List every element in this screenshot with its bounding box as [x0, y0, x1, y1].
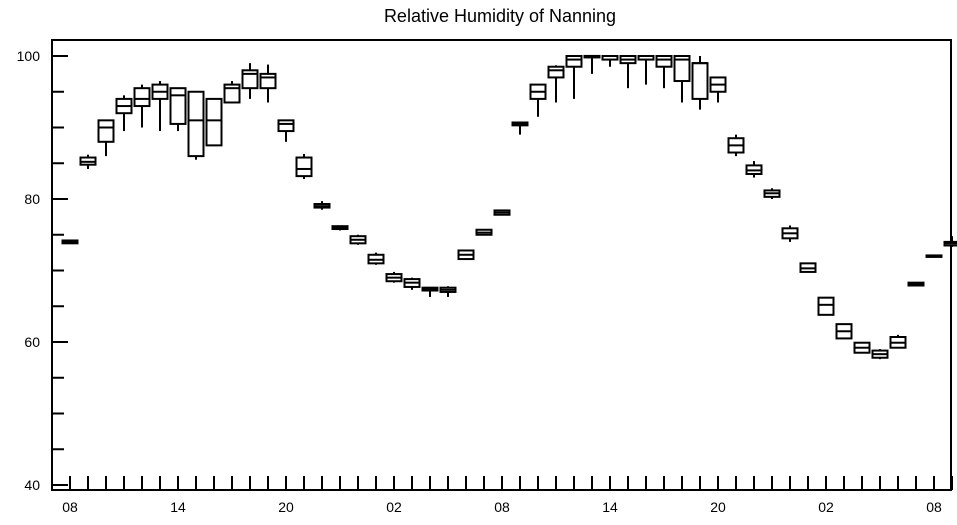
x-tick-label: 02 [386, 499, 402, 515]
box-29 [585, 56, 600, 74]
box-39 [765, 188, 780, 199]
box-body [99, 120, 114, 141]
box-30 [603, 56, 618, 67]
box-6 [171, 88, 186, 131]
box-body [819, 298, 834, 315]
box-body [693, 63, 708, 99]
box-body [279, 120, 294, 131]
box-43 [837, 324, 852, 338]
box-37 [729, 135, 744, 156]
box-44 [855, 342, 870, 353]
x-tick-label: 08 [926, 499, 942, 515]
box-26 [531, 85, 546, 117]
box-24 [495, 210, 510, 214]
box-17 [369, 253, 384, 265]
x-tick-label: 08 [62, 499, 78, 515]
x-tick-label: 20 [278, 499, 294, 515]
box-47 [909, 283, 924, 286]
box-body [135, 88, 150, 106]
box-body [549, 67, 564, 78]
y-axis: 40 60 80 100 [17, 48, 68, 493]
box-45 [873, 349, 888, 359]
box-7 [189, 92, 204, 160]
box-36 [711, 77, 726, 102]
box-11 [261, 65, 276, 103]
box-9 [225, 81, 240, 102]
box-41 [801, 263, 816, 272]
box-33 [657, 56, 672, 88]
box-16 [351, 235, 366, 245]
y-tick-label: 80 [24, 191, 40, 207]
box-32 [639, 56, 654, 85]
box-13 [297, 154, 312, 179]
y-tick-label: 100 [17, 48, 41, 64]
box-0 [63, 240, 78, 243]
box-10 [243, 63, 258, 99]
box-38 [747, 161, 762, 177]
box-34 [675, 56, 690, 102]
box-46 [891, 335, 906, 348]
box-5 [153, 81, 168, 131]
box-1 [81, 155, 96, 169]
box-20 [423, 287, 438, 297]
box-31 [621, 56, 636, 88]
x-tick-label: 20 [710, 499, 726, 515]
box-22 [459, 250, 474, 259]
box-18 [387, 272, 402, 283]
box-body [207, 99, 222, 145]
box-4 [135, 85, 150, 128]
box-14 [315, 201, 330, 210]
y-tick-label: 40 [24, 477, 40, 493]
box-body [261, 74, 276, 88]
x-tick-label: 14 [170, 499, 186, 515]
box-12 [279, 120, 294, 141]
y-tick-label: 60 [24, 334, 40, 350]
box-3 [117, 95, 132, 131]
box-15 [333, 225, 348, 230]
box-42 [819, 297, 834, 315]
box-25 [513, 122, 528, 135]
box-21 [441, 286, 456, 297]
box-2 [99, 120, 114, 156]
box-series [63, 56, 957, 359]
x-tick-label: 08 [494, 499, 510, 515]
box-19 [405, 278, 420, 290]
box-body [567, 56, 582, 67]
box-body [171, 88, 186, 124]
x-tick-label: 14 [602, 499, 618, 515]
x-axis: 08 14 20 02 08 14 20 02 08 [62, 476, 952, 515]
box-40 [783, 225, 798, 241]
box-8 [207, 99, 222, 145]
box-48 [927, 255, 942, 258]
box-body [189, 92, 204, 156]
box-28 [567, 56, 582, 99]
box-27 [549, 65, 564, 102]
box-35 [693, 56, 708, 110]
box-body [297, 158, 312, 177]
box-23 [477, 230, 492, 235]
chart-title: Relative Humidity of Nanning [384, 6, 616, 26]
x-tick-label: 02 [818, 499, 834, 515]
box-body [657, 56, 672, 67]
